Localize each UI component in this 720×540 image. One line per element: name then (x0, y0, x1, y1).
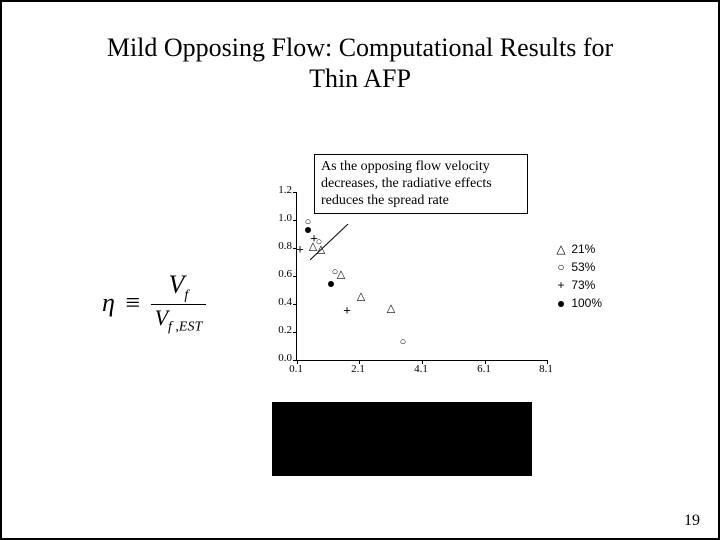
x-tick-label: 8.1 (539, 363, 553, 375)
y-tick-label: 1.2 (278, 184, 292, 196)
eq-fraction: Vf Vf ,EST (151, 270, 207, 336)
eq-numerator: Vf (151, 270, 207, 305)
y-tick-label: 1.0 (278, 212, 292, 224)
equation-eta: η ≡ Vf Vf ,EST (102, 272, 206, 338)
annotation-text: As the opposing flow velocity decreases,… (321, 159, 492, 208)
scatter-chart: 1.21.00.80.60.40.20.0 0.12.14.16.18.1 △ … (264, 190, 584, 390)
y-tick-label: 0.6 (278, 268, 292, 280)
legend-item: △ 21% (554, 240, 602, 258)
data-point-tri (387, 302, 395, 315)
slide-frame: Mild Opposing Flow: Computational Result… (0, 0, 720, 540)
page-number: 19 (684, 512, 700, 530)
legend-item: 100% (554, 294, 602, 312)
chart-legend: △ 21%○ 53%+ 73% 100% (554, 240, 602, 312)
title-line1: Mild Opposing Flow: Computational Result… (107, 33, 613, 62)
legend-symbol-dot (554, 294, 568, 312)
x-tick-label: 0.1 (289, 363, 303, 375)
y-tick-label: 0.8 (278, 240, 292, 252)
legend-label: 73% (568, 278, 595, 292)
eq-denominator: Vf ,EST (151, 305, 207, 335)
legend-symbol-plus: + (554, 276, 568, 294)
slide-title: Mild Opposing Flow: Computational Result… (2, 32, 718, 94)
data-point-plus (343, 303, 351, 318)
y-tick-label: 0.2 (278, 324, 292, 336)
title-line2: Thin AFP (309, 64, 411, 93)
callout-pointer (310, 224, 360, 264)
y-tick (293, 192, 297, 193)
eq-lhs: η (102, 288, 115, 317)
legend-item: ○ 53% (554, 258, 602, 276)
data-point-circle (400, 336, 407, 348)
plot-area (296, 192, 547, 361)
eq-equiv: ≡ (121, 288, 144, 317)
legend-symbol-tri: △ (554, 240, 568, 258)
annotation-callout: As the opposing flow velocity decreases,… (314, 154, 528, 214)
x-tick-label: 2.1 (351, 363, 365, 375)
y-tick (293, 220, 297, 221)
data-point-plus (296, 242, 304, 257)
data-point-tri (357, 290, 365, 303)
y-tick-label: 0.4 (278, 296, 292, 308)
legend-item: + 73% (554, 276, 602, 294)
y-tick (293, 304, 297, 305)
y-tick (293, 276, 297, 277)
data-point-tri (337, 268, 345, 281)
legend-label: 21% (568, 242, 595, 256)
x-tick-label: 6.1 (477, 363, 491, 375)
legend-label: 100% (568, 296, 602, 310)
data-point-dot (328, 281, 334, 287)
legend-symbol-circle: ○ (554, 258, 568, 276)
redacted-box (272, 402, 532, 476)
x-tick-label: 4.1 (414, 363, 428, 375)
y-tick (293, 332, 297, 333)
legend-label: 53% (568, 260, 595, 274)
